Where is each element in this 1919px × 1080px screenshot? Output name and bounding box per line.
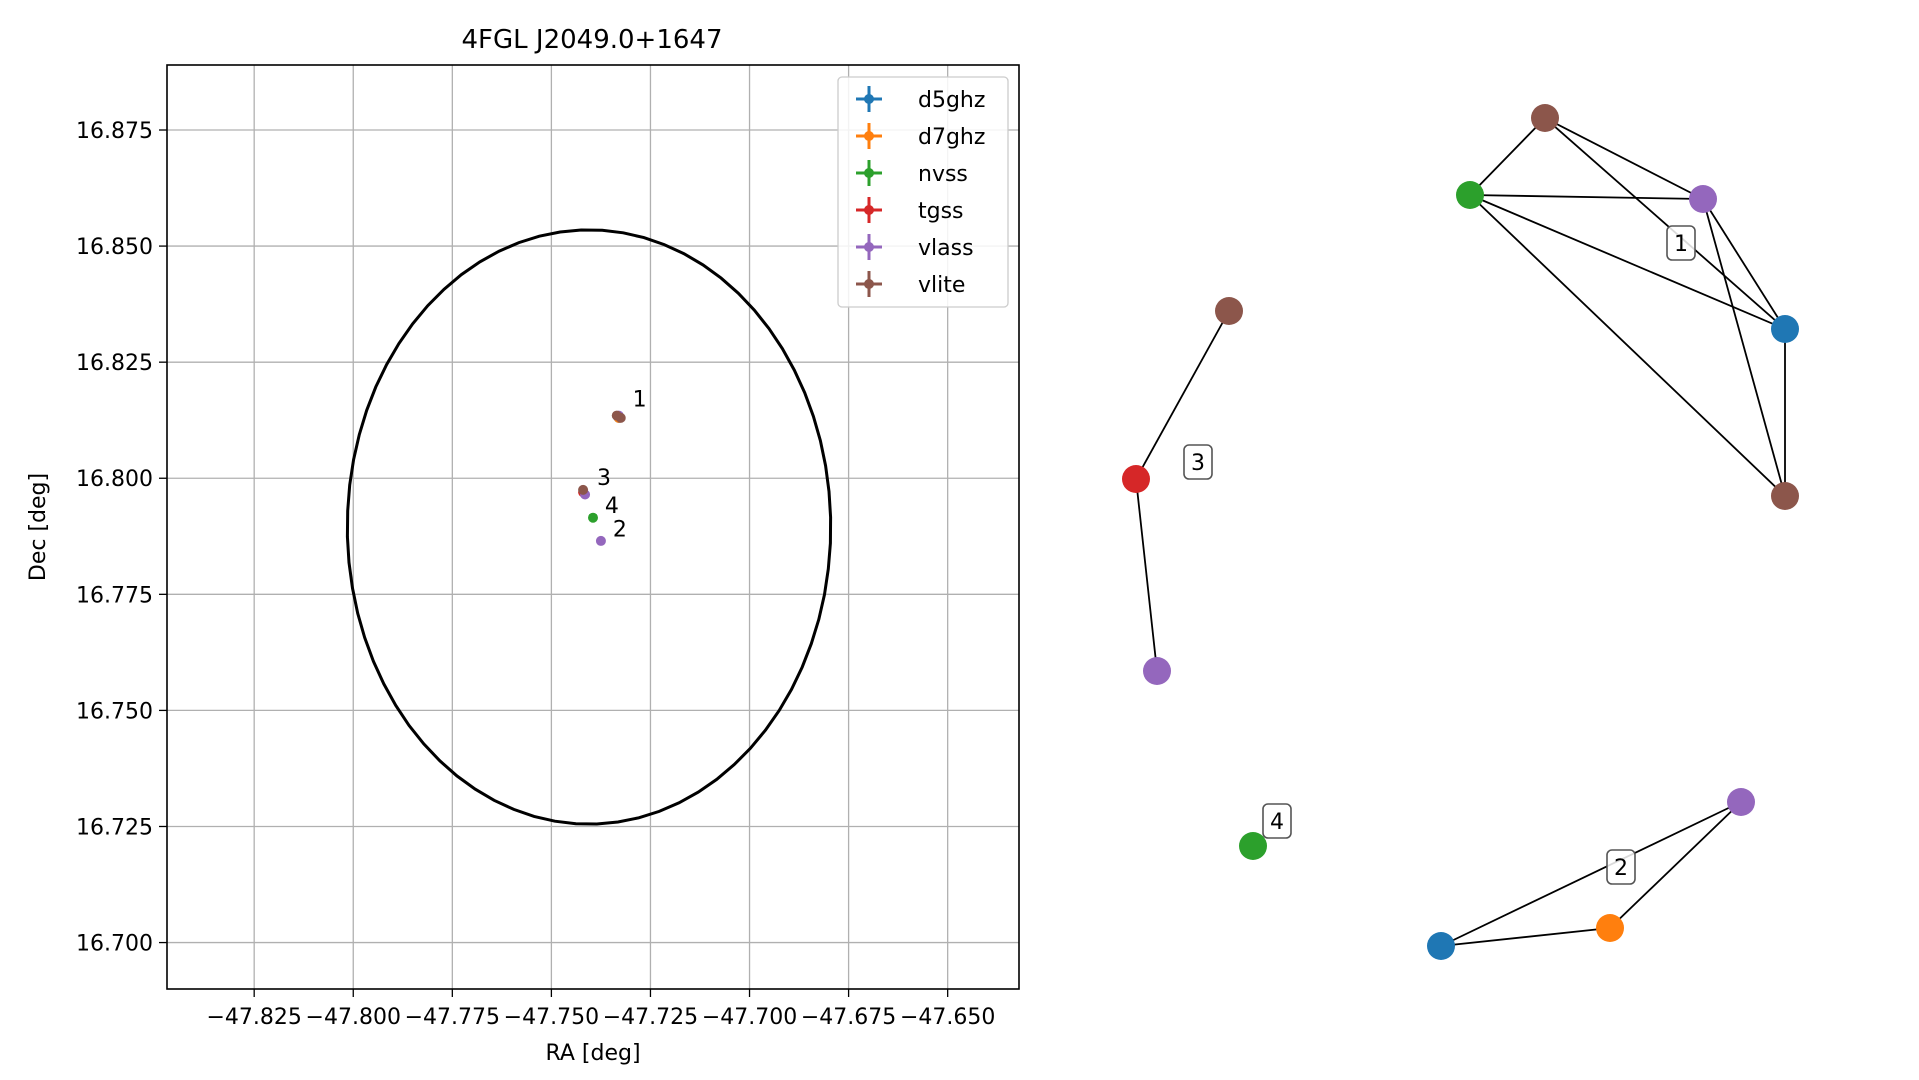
y-tick-label: 16.875 — [76, 119, 153, 144]
point-annotation: 2 — [613, 517, 627, 542]
nvss-node — [1456, 181, 1484, 209]
network-edge — [1469, 117, 1546, 196]
cluster-label-text: 4 — [1270, 810, 1284, 835]
legend-label: d5ghz — [918, 88, 985, 113]
legend-entry-d5ghz: d5ghz — [856, 86, 985, 113]
cluster-label-1: 1 — [1666, 225, 1696, 261]
x-tick-label: −47.800 — [306, 1005, 401, 1030]
point-annotation: 1 — [633, 387, 647, 412]
point-annotations: 1 2 3 4 — [597, 387, 647, 542]
y-tick-label: 16.825 — [76, 351, 153, 376]
legend-entry-d7ghz: d7ghz — [856, 123, 985, 150]
legend-entry-tgss: tgss — [856, 197, 964, 224]
y-tick-label: 16.800 — [76, 467, 153, 492]
d7ghz-node — [1596, 914, 1624, 942]
legend-label: tgss — [918, 199, 964, 224]
x-tick-label: −47.825 — [206, 1005, 301, 1030]
legend-entry-vlite: vlite — [856, 271, 965, 298]
cluster-label-box — [1606, 849, 1636, 885]
legend-marker — [864, 94, 874, 104]
y-tick-label: 16.700 — [76, 932, 153, 957]
nvss-point — [588, 512, 598, 523]
legend-marker — [864, 205, 874, 215]
legend-entry-nvss: nvss — [856, 160, 968, 187]
x-tick-label: −47.650 — [900, 1005, 995, 1030]
network-nodes — [1122, 104, 1799, 960]
cluster-label-text: 3 — [1191, 451, 1205, 476]
legend-label: d7ghz — [918, 125, 985, 150]
network-edge — [1135, 310, 1230, 480]
legend-marker — [864, 131, 874, 141]
legend-label: vlass — [918, 236, 974, 261]
cluster-label-4: 4 — [1262, 803, 1292, 839]
cluster-label-box — [1183, 444, 1213, 480]
network-edge — [1469, 194, 1786, 497]
d5ghz-node — [1427, 932, 1455, 960]
cluster-label-3: 3 — [1183, 444, 1213, 480]
cluster-label-text: 1 — [1674, 232, 1688, 257]
vlite-point — [578, 484, 589, 495]
x-axis-label: RA [deg] — [545, 1041, 640, 1066]
x-tick-label: −47.750 — [504, 1005, 599, 1030]
legend-entry-vlass: vlass — [856, 234, 974, 261]
plot-frame — [166, 64, 1020, 990]
chart-title: 4FGL J2049.0+1647 — [462, 25, 723, 55]
network-edges — [1135, 117, 1786, 947]
network-edge — [1544, 117, 1704, 200]
point-annotation: 3 — [597, 466, 611, 491]
legend-label: nvss — [918, 162, 968, 187]
network-edge — [1702, 198, 1786, 330]
x-tick-label: −47.725 — [603, 1005, 698, 1030]
vlite-node — [1215, 297, 1243, 325]
association-network: 1 2 3 4 — [1122, 104, 1799, 960]
network-edge — [1135, 478, 1158, 672]
cluster-label-text: 2 — [1614, 856, 1628, 881]
nvss-node — [1239, 832, 1267, 860]
vlite-node — [1771, 482, 1799, 510]
legend-marker — [864, 279, 874, 289]
vlass-point — [595, 535, 606, 546]
d5ghz-node — [1771, 315, 1799, 343]
x-tick-label: −47.775 — [405, 1005, 500, 1030]
network-edge — [1702, 198, 1786, 497]
uncertainty-ellipse-layer — [345, 228, 833, 826]
grid — [167, 65, 1019, 989]
uncertainty-ellipse — [345, 228, 833, 826]
vlite-node — [1531, 104, 1559, 132]
point-annotation: 4 — [605, 494, 619, 519]
x-tick-label: −47.700 — [702, 1005, 797, 1030]
network-edge — [1544, 117, 1786, 330]
vlass-node — [1727, 788, 1755, 816]
x-ticks: −47.825 −47.800 −47.775 −47.750 −47.725 −47.7… — [206, 989, 995, 1030]
network-edge — [1469, 194, 1786, 330]
legend-marker — [864, 242, 874, 252]
tgss-node — [1122, 465, 1150, 493]
network-edge — [1440, 801, 1742, 947]
y-ticks: 16.700 16.725 16.750 16.775 16.800 16.825 16.8… — [76, 119, 167, 957]
legend: d5ghz d7ghz nvss tgss vlass vlite — [837, 76, 1009, 308]
vlite-point — [611, 410, 622, 421]
network-edge — [1440, 927, 1611, 947]
source-points — [578, 410, 626, 546]
x-tick-label: −47.675 — [801, 1005, 896, 1030]
cluster-labels: 1 2 3 4 — [1183, 225, 1696, 885]
sky-position-plot: 4FGL J2049.0+1647 −47.825 −47.800 −47.775−… — [26, 25, 1020, 1066]
legend-label: vlite — [918, 273, 965, 298]
y-tick-label: 16.750 — [76, 699, 153, 724]
vlass-node — [1689, 185, 1717, 213]
cluster-label-box — [1666, 225, 1696, 261]
y-tick-label: 16.725 — [76, 815, 153, 840]
network-edge — [1469, 194, 1704, 200]
legend-marker — [864, 168, 874, 178]
vlass-node — [1143, 657, 1171, 685]
cluster-label-box — [1262, 803, 1292, 839]
network-edge — [1609, 801, 1742, 929]
y-axis-label: Dec [deg] — [26, 473, 51, 581]
y-tick-label: 16.850 — [76, 235, 153, 260]
cluster-label-2: 2 — [1606, 849, 1636, 885]
y-tick-label: 16.775 — [76, 583, 153, 608]
